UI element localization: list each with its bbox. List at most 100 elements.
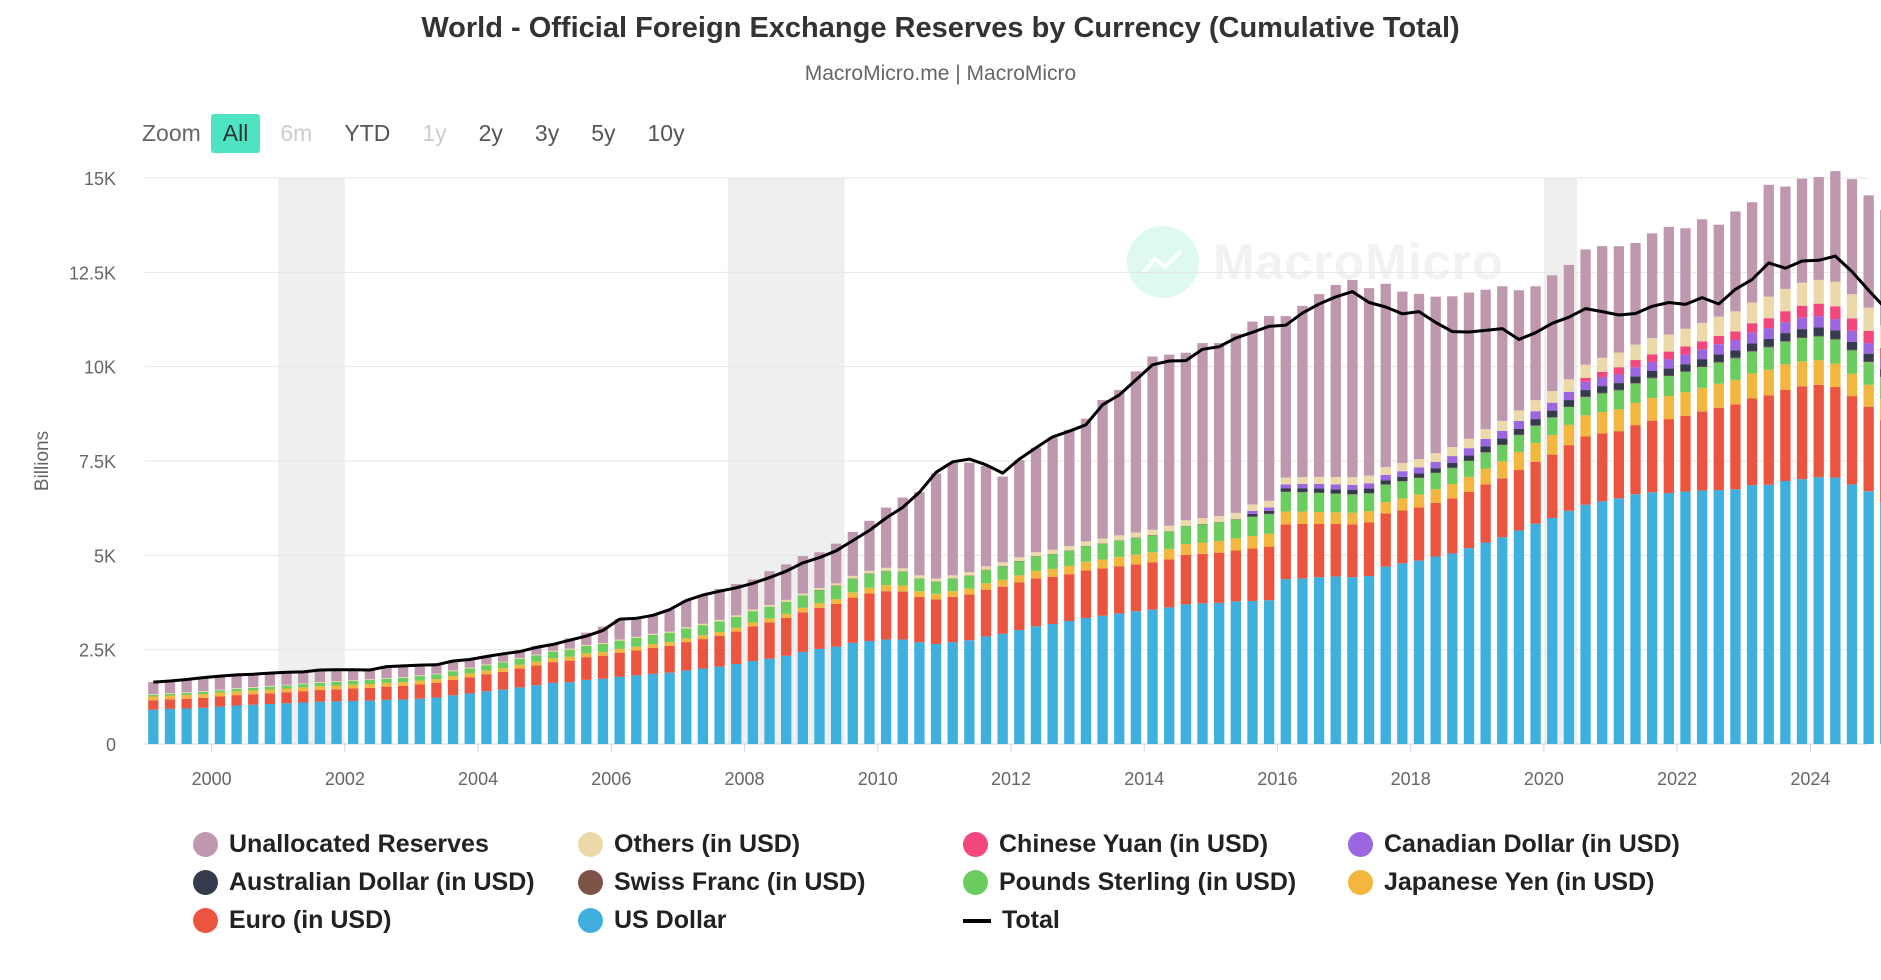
- bar-others-in-usd: [1347, 477, 1358, 485]
- bar-unallocated-reserves: [1164, 354, 1175, 526]
- bar-others-in-usd: [1313, 476, 1325, 485]
- bar-unallocated-reserves: [264, 672, 276, 686]
- zoom-3y-button[interactable]: 3y: [534, 119, 560, 146]
- legend-item-us-dollar[interactable]: US Dollar: [578, 906, 727, 935]
- bar-japanese-yen-in-usd: [1647, 397, 1658, 421]
- legend-item-japanese-yen[interactable]: Japanese Yen (in USD): [1348, 868, 1654, 897]
- zoom-5y-button[interactable]: 5y: [591, 119, 616, 146]
- bar-pounds-sterling-in-usd: [864, 573, 875, 588]
- bar-canadian-dollar-in-usd: [1780, 322, 1791, 334]
- legend-item-pounds-sterling[interactable]: Pounds Sterling (in USD): [963, 868, 1296, 897]
- bar-canadian-dollar-in-usd: [1680, 354, 1691, 365]
- bar-pounds-sterling-in-usd: [980, 570, 992, 584]
- bar-euro-in-usd: [1630, 425, 1641, 495]
- bar-pounds-sterling-in-usd: [1313, 493, 1325, 512]
- bar-pounds-sterling-in-usd: [447, 671, 459, 677]
- bar-us-dollar: [1796, 479, 1808, 744]
- bar-chinese-yuan-in-usd: [1763, 318, 1774, 329]
- bar-unallocated-reserves: [880, 507, 892, 568]
- x-tick-label: 2022: [1657, 769, 1697, 789]
- bar-us-dollar: [1147, 609, 1158, 744]
- bar-japanese-yen-in-usd: [930, 593, 942, 600]
- bar-japanese-yen-in-usd: [1097, 559, 1108, 569]
- legend-item-others[interactable]: Others (in USD): [578, 830, 800, 859]
- bar-unallocated-reserves: [497, 653, 509, 662]
- zoom-all-button[interactable]: All: [210, 113, 261, 153]
- bar-us-dollar: [647, 673, 659, 744]
- bar-others-in-usd: [1413, 459, 1425, 468]
- bar-australian-dollar-in-usd: [1380, 480, 1391, 485]
- bar-pounds-sterling-in-usd: [781, 601, 792, 614]
- legend-item-canadian-dollar[interactable]: Canadian Dollar (in USD): [1348, 830, 1680, 859]
- bar-us-dollar: [1763, 484, 1774, 744]
- bar-euro-in-usd: [547, 662, 559, 683]
- bar-canadian-dollar-in-usd: [1813, 316, 1824, 328]
- bar-us-dollar: [1613, 498, 1625, 744]
- bar-euro-in-usd: [1680, 415, 1691, 492]
- bar-japanese-yen-in-usd: [980, 583, 992, 590]
- bar-unallocated-reserves: [464, 658, 475, 668]
- bar-swiss-franc-in-usd: [1513, 434, 1525, 436]
- bar-euro-in-usd: [1080, 570, 1092, 618]
- bar-japanese-yen-in-usd: [1197, 542, 1208, 554]
- bar-japanese-yen-in-usd: [847, 592, 858, 598]
- bar-japanese-yen-in-usd: [1164, 548, 1175, 560]
- legend-item-australian-dollar[interactable]: Australian Dollar (in USD): [193, 868, 535, 897]
- bar-us-dollar: [1280, 579, 1291, 744]
- bar-unallocated-reserves: [1647, 233, 1658, 339]
- bar-euro-in-usd: [1513, 470, 1525, 531]
- bar-swiss-franc-in-usd: [1647, 377, 1658, 379]
- bar-japanese-yen-in-usd: [264, 689, 276, 694]
- bar-unallocated-reserves: [1713, 224, 1724, 317]
- bar-others-in-usd: [1746, 302, 1758, 324]
- bar-us-dollar: [964, 640, 975, 744]
- bar-japanese-yen-in-usd: [148, 696, 159, 701]
- zoom-2y-button[interactable]: 2y: [478, 119, 503, 146]
- legend-item-total[interactable]: Total: [963, 906, 1060, 935]
- bar-unallocated-reserves: [1214, 343, 1225, 517]
- bar-euro-in-usd: [914, 596, 925, 643]
- bar-others-in-usd: [581, 644, 592, 646]
- zoom-ytd-button[interactable]: YTD: [344, 119, 391, 146]
- bar-japanese-yen-in-usd: [1147, 552, 1158, 563]
- legend-item-swiss-franc[interactable]: Swiss Franc (in USD): [578, 868, 865, 897]
- bar-japanese-yen-in-usd: [514, 664, 525, 669]
- bar-pounds-sterling-in-usd: [1647, 378, 1658, 398]
- bar-pounds-sterling-in-usd: [1813, 336, 1824, 361]
- bar-japanese-yen-in-usd: [1630, 402, 1641, 426]
- bar-others-in-usd: [1796, 282, 1808, 306]
- bar-others-in-usd: [1047, 549, 1058, 554]
- bar-chinese-yuan-in-usd: [1846, 318, 1858, 331]
- bar-others-in-usd: [1030, 552, 1042, 557]
- bar-pounds-sterling-in-usd: [1780, 341, 1791, 365]
- bar-euro-in-usd: [980, 589, 992, 637]
- bar-canadian-dollar-in-usd: [1447, 456, 1458, 463]
- bar-us-dollar: [464, 693, 475, 744]
- bar-canadian-dollar-in-usd: [1647, 361, 1658, 372]
- legend-item-chinese-yuan[interactable]: Chinese Yuan (in USD): [963, 830, 1268, 859]
- bar-japanese-yen-in-usd: [1696, 387, 1708, 412]
- bar-others-in-usd: [1663, 334, 1674, 352]
- bar-us-dollar: [1713, 490, 1724, 744]
- bar-unallocated-reserves: [1846, 179, 1858, 295]
- bar-pounds-sterling-in-usd: [1463, 461, 1475, 477]
- bar-unallocated-reserves: [764, 571, 775, 605]
- bar-japanese-yen-in-usd: [1030, 570, 1042, 579]
- bar-pounds-sterling-in-usd: [1097, 543, 1108, 560]
- bar-japanese-yen-in-usd: [447, 676, 459, 680]
- legend-item-unallocated[interactable]: Unallocated Reserves: [193, 830, 489, 859]
- bar-us-dollar: [781, 655, 792, 744]
- zoom-10y-button[interactable]: 10y: [647, 119, 685, 146]
- legend-item-euro[interactable]: Euro (in USD): [193, 906, 392, 935]
- bar-us-dollar: [1413, 560, 1425, 744]
- bar-euro-in-usd: [1696, 411, 1708, 491]
- bar-us-dollar: [1130, 611, 1142, 744]
- zoom-6m-button[interactable]: 6m: [280, 119, 313, 146]
- bar-euro-in-usd: [1713, 407, 1724, 491]
- bar-unallocated-reserves: [647, 615, 659, 634]
- bar-pounds-sterling-in-usd: [1497, 445, 1508, 462]
- zoom-1y-button[interactable]: 1y: [422, 119, 447, 146]
- total-line-series: [153, 254, 1881, 684]
- bar-australian-dollar-in-usd: [1813, 327, 1824, 336]
- bar-euro-in-usd: [1247, 548, 1258, 601]
